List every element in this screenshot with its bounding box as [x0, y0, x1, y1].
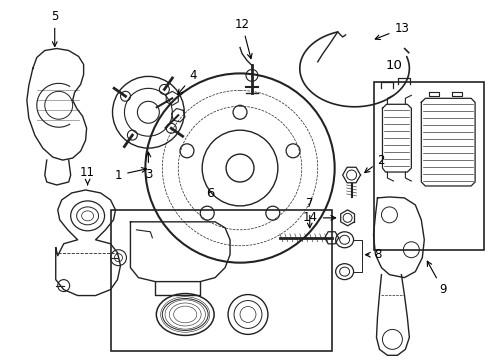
Text: 12: 12 — [235, 18, 252, 59]
Bar — [111, 210, 332, 351]
Text: 8: 8 — [366, 248, 382, 261]
Text: 7: 7 — [306, 197, 314, 228]
Text: 3: 3 — [145, 152, 152, 181]
Text: 2: 2 — [365, 154, 385, 172]
Text: 5: 5 — [51, 10, 58, 46]
Text: 10: 10 — [386, 59, 403, 72]
Text: 6: 6 — [206, 187, 214, 200]
Text: 11: 11 — [80, 166, 95, 185]
Text: 1: 1 — [115, 168, 147, 181]
Text: 4: 4 — [178, 69, 197, 94]
Bar — [374, 82, 484, 250]
Text: 13: 13 — [375, 22, 409, 40]
Text: 9: 9 — [427, 261, 447, 296]
Text: 14: 14 — [303, 211, 336, 224]
